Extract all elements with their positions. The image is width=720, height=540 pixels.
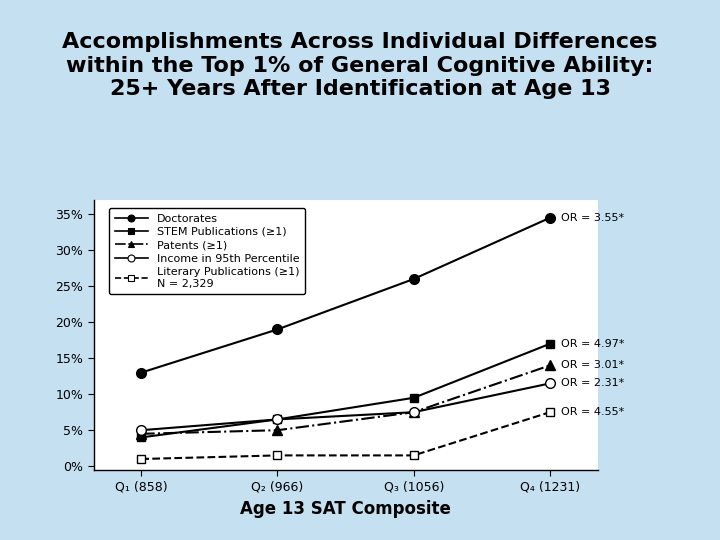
- Text: OR = 3.55*: OR = 3.55*: [561, 213, 624, 223]
- Text: Age 13 SAT Composite: Age 13 SAT Composite: [240, 501, 451, 518]
- Legend: Doctorates, STEM Publications (≥1), Patents (≥1), Income in 95th Percentile, Lit: Doctorates, STEM Publications (≥1), Pate…: [109, 208, 305, 294]
- Text: OR = 4.55*: OR = 4.55*: [561, 407, 624, 417]
- Text: OR = 4.97*: OR = 4.97*: [561, 339, 624, 349]
- Text: Accomplishments Across Individual Differences
within the Top 1% of General Cogni: Accomplishments Across Individual Differ…: [63, 32, 657, 99]
- Text: OR = 3.01*: OR = 3.01*: [561, 360, 624, 370]
- Text: OR = 2.31*: OR = 2.31*: [561, 379, 624, 388]
